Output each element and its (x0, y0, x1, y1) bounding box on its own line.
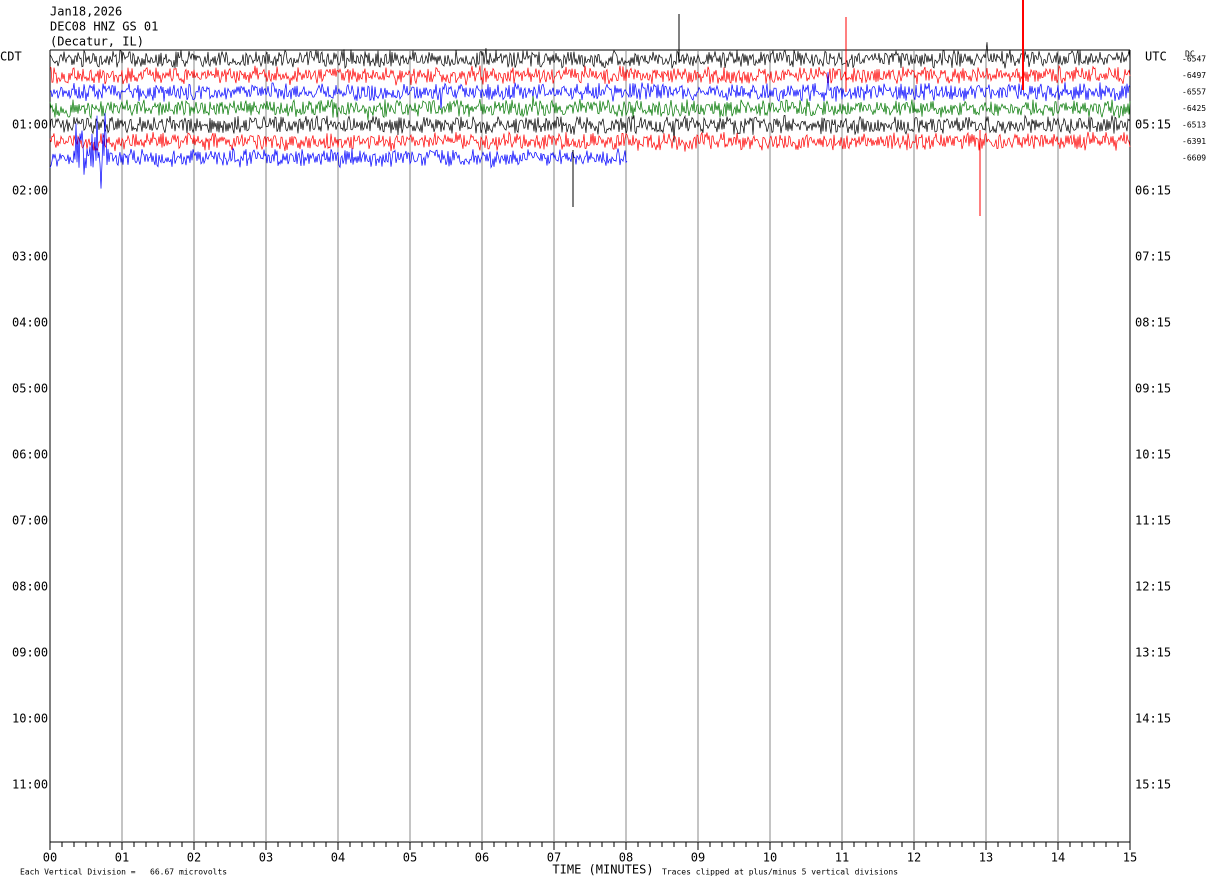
x-tick-label: 12 (907, 851, 921, 865)
date: Jan18,2026 (50, 5, 122, 19)
x-tick-label: 02 (187, 851, 201, 865)
dc-value: -6609 (1182, 154, 1206, 163)
right-axis-title: UTC (1145, 50, 1167, 64)
x-tick-label: 09 (691, 851, 705, 865)
left-hour-label: 01:00 (12, 118, 48, 132)
right-hour-label: 06:15 (1135, 184, 1171, 198)
left-hour-label: 09:00 (12, 646, 48, 660)
x-tick-label: 11 (835, 851, 849, 865)
dc-value: -6513 (1182, 121, 1206, 130)
left-hour-label: 04:00 (12, 316, 48, 330)
x-tick-label: 00 (43, 851, 57, 865)
station: DEC08 HNZ GS 01 (50, 20, 158, 34)
left-hour-label: 10:00 (12, 712, 48, 726)
dc-value: -6425 (1182, 104, 1206, 113)
right-hour-label: 09:15 (1135, 382, 1171, 396)
trace (49, 95, 1131, 121)
trace (49, 114, 1131, 143)
trace (49, 64, 1131, 86)
x-tick-label: 01 (115, 851, 129, 865)
trace (49, 42, 1131, 69)
right-hour-label: 13:15 (1135, 646, 1171, 660)
trace (49, 112, 628, 189)
right-hour-label: 05:15 (1135, 118, 1171, 132)
left-hour-label: 05:00 (12, 382, 48, 396)
left-hour-label: 06:00 (12, 448, 48, 462)
left-hour-label: 08:00 (12, 580, 48, 594)
right-hour-label: 14:15 (1135, 712, 1171, 726)
location: (Decatur, IL) (50, 35, 144, 49)
dc-value: -6391 (1182, 137, 1206, 146)
trace (49, 130, 1131, 152)
right-hour-label: 10:15 (1135, 448, 1171, 462)
x-tick-label: 08 (619, 851, 633, 865)
x-tick-label: 10 (763, 851, 777, 865)
right-hour-label: 07:15 (1135, 250, 1171, 264)
right-hour-label: 15:15 (1135, 778, 1171, 792)
left-hour-label: 07:00 (12, 514, 48, 528)
dc-value: -6547 (1182, 55, 1206, 64)
right-hour-label: 11:15 (1135, 514, 1171, 528)
division-note: Each Vertical Division = 66.67 microvolt… (20, 868, 227, 877)
x-tick-label: 03 (259, 851, 273, 865)
right-hour-label: 12:15 (1135, 580, 1171, 594)
dc-value: -6557 (1182, 88, 1206, 97)
left-hour-label: 02:00 (12, 184, 48, 198)
left-hour-label: 03:00 (12, 250, 48, 264)
x-tick-label: 15 (1123, 851, 1137, 865)
clip-note: Traces clipped at plus/minus 5 vertical … (662, 868, 898, 877)
x-tick-label: 14 (1051, 851, 1065, 865)
x-tick-label: 06 (475, 851, 489, 865)
x-tick-label: 07 (547, 851, 561, 865)
x-tick-label: 05 (403, 851, 417, 865)
x-axis-title: TIME (MINUTES) (552, 863, 653, 877)
left-axis-title: CDT (0, 50, 22, 64)
x-tick-label: 04 (331, 851, 345, 865)
right-hour-label: 08:15 (1135, 316, 1171, 330)
dc-value: -6497 (1182, 71, 1206, 80)
dc-title: DC (1185, 50, 1195, 59)
trace (49, 72, 1131, 110)
x-tick-label: 13 (979, 851, 993, 865)
left-hour-label: 11:00 (12, 778, 48, 792)
